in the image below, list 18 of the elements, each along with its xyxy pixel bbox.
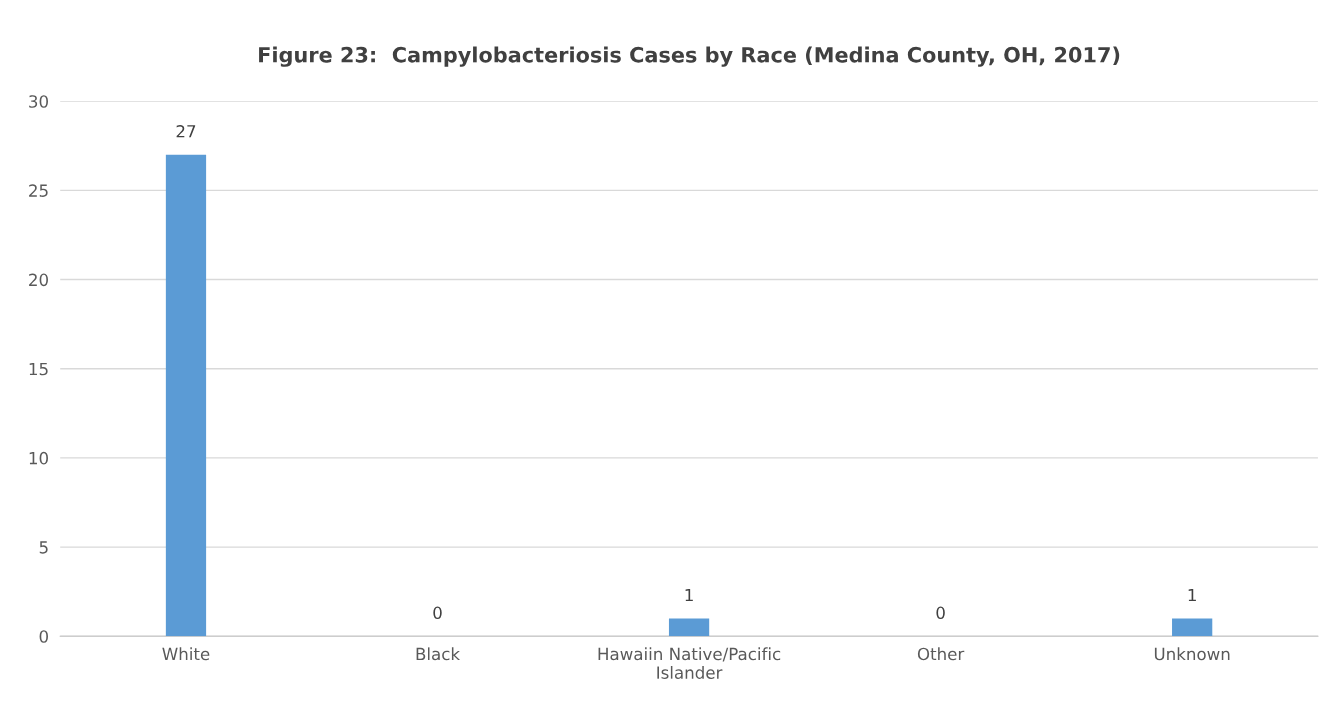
x-tick-label: Unknown	[1154, 647, 1230, 661]
y-tick-label: 15	[29, 362, 48, 376]
x-tick-label: Black	[416, 647, 461, 661]
chart-title: Figure 23: Campylobacteriosis Cases by Race (Medina County, OH, 2017)	[259, 46, 1120, 67]
data-label: 1	[685, 588, 693, 602]
y-tick-label: 0	[39, 630, 48, 643]
y-tick-label: 20	[29, 273, 48, 287]
x-tick-label: White	[162, 647, 210, 661]
y-tick-label: 5	[39, 541, 48, 554]
data-label: 1	[1188, 588, 1196, 602]
data-label: 27	[176, 125, 196, 138]
x-tick-label: Other	[917, 647, 965, 661]
data-label: 0	[936, 606, 945, 620]
y-tick-label: 10	[29, 451, 48, 465]
y-tick-label: 30	[29, 95, 48, 108]
x-tick-label: Hawaiin Native/Pacific Islander	[598, 647, 781, 679]
y-tick-label: 25	[29, 184, 48, 197]
data-label: 0	[433, 606, 442, 620]
